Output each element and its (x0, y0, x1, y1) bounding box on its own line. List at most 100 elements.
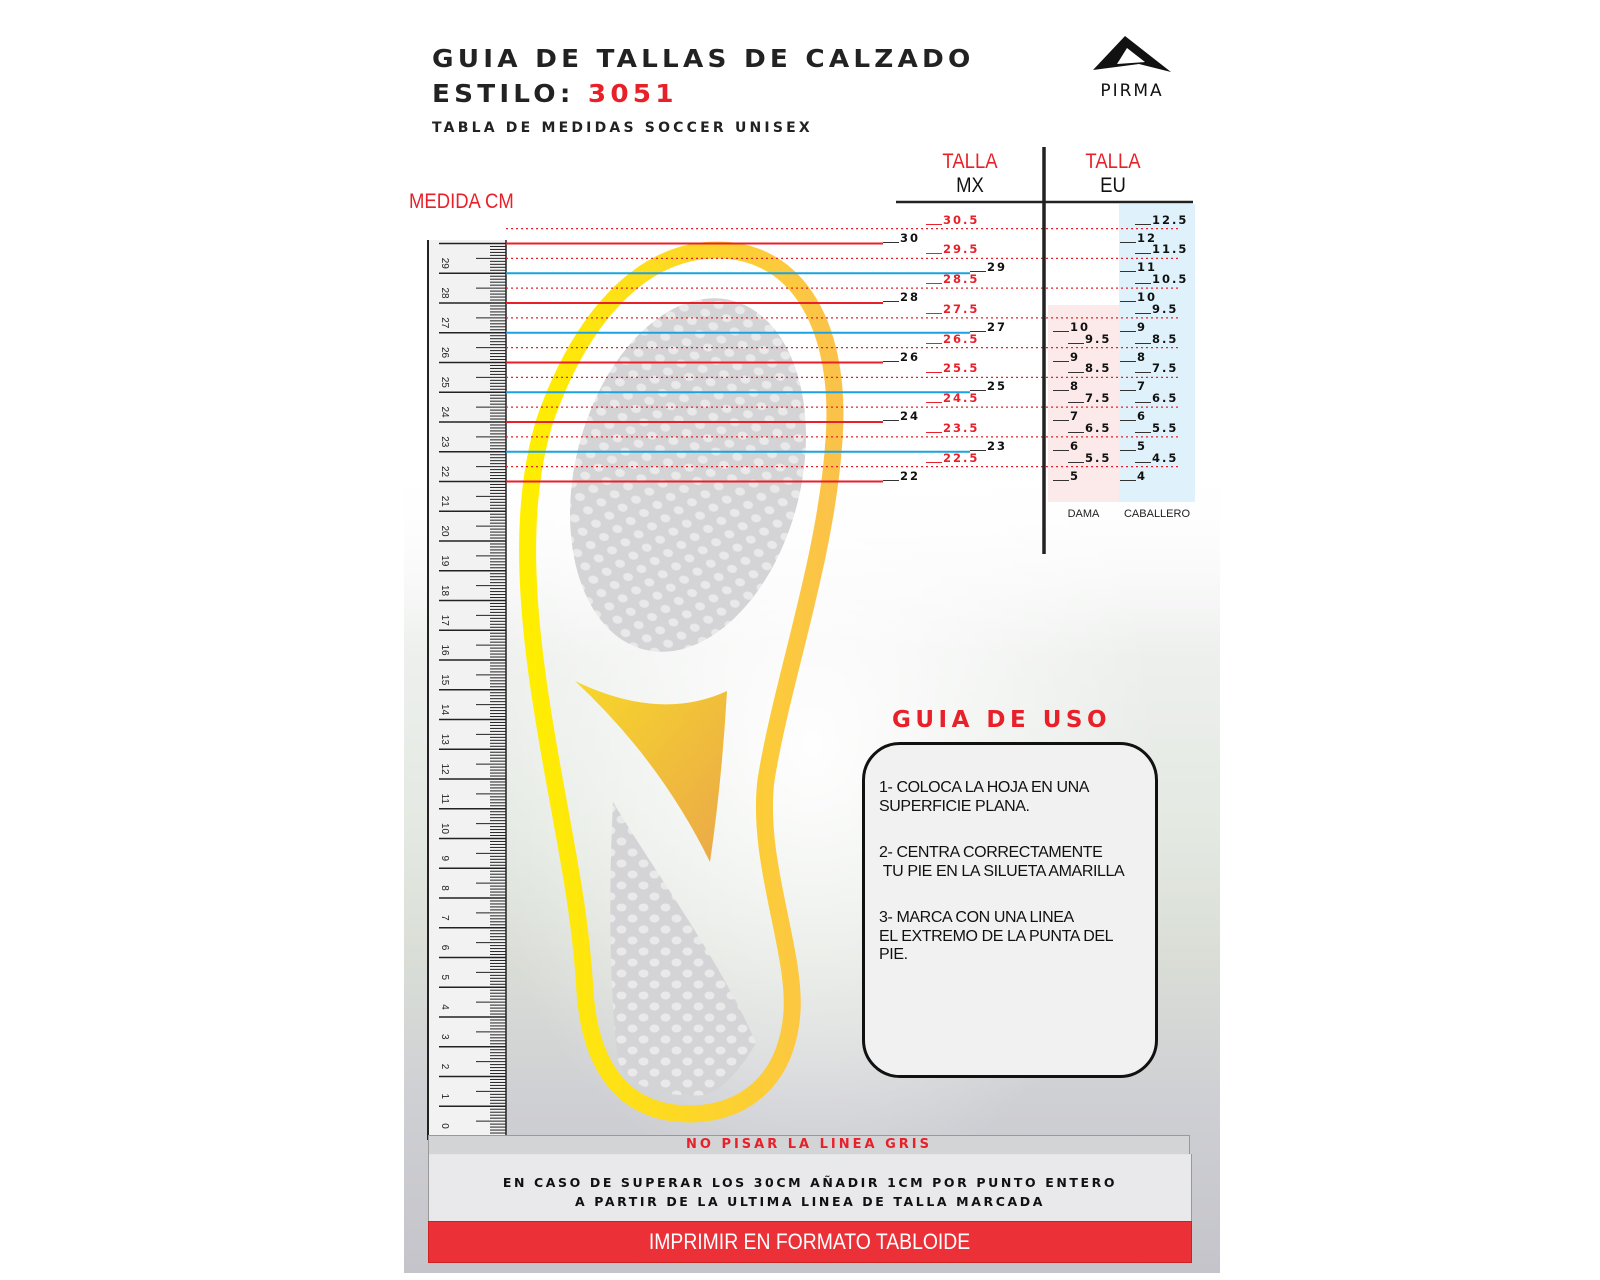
label-underscore (1135, 452, 1151, 463)
ruler-label: 5 (439, 974, 450, 980)
label-underscore (1068, 392, 1084, 404)
label-underscore (926, 362, 942, 374)
dama-size-label: 7 (1053, 410, 1080, 422)
mx-half-size-label-text: 28.5 (943, 272, 980, 287)
label-underscore (926, 303, 942, 314)
mx-size-label-text: 25 (987, 379, 1008, 394)
subtitle: TABLA DE MEDIDAS SOCCER UNISEX (432, 120, 813, 136)
dama-size-label-text: 6 (1070, 438, 1081, 453)
mx-size-label-text: 28 (900, 290, 921, 304)
ruler-label: 16 (439, 644, 450, 656)
label-underscore (1053, 351, 1069, 362)
label-underscore (1120, 380, 1136, 392)
eu-header-line1: TALLA (1085, 150, 1141, 173)
caballero-size-label: 6.5 (1135, 392, 1178, 404)
ruler-label: 26 (439, 347, 450, 359)
ruler-label: 25 (439, 377, 450, 389)
usage-step-line: 1- COLOCA LA HOJA EN UNA (879, 779, 1090, 796)
mx-half-size-label-text: 25.5 (943, 361, 980, 376)
mx-size-label-text: 22 (900, 468, 921, 483)
label-underscore (1068, 452, 1084, 463)
mx-half-size-label-text: 30.5 (943, 212, 980, 227)
ruler-label: 9 (439, 855, 450, 861)
label-underscore (926, 422, 942, 433)
caballero-size-label-text: 8.5 (1152, 331, 1179, 346)
label-underscore (1135, 273, 1151, 285)
print-instruction: IMPRIMIR EN FORMATO TABLOIDE (428, 1221, 1192, 1263)
caballero-size-label-text: 8 (1137, 349, 1148, 364)
caballero-size-label: 4 (1120, 470, 1147, 482)
mx-half-size-label-text: 23.5 (943, 420, 980, 435)
label-underscore (926, 243, 942, 255)
label-underscore (1135, 243, 1151, 255)
usage-step-line: 3- MARCA CON UNA LINEA (879, 909, 1074, 926)
usage-step: 1- COLOCA LA HOJA EN UNA SUPERFICIE PLANA… (879, 779, 1154, 816)
mx-half-size-label-text: 22.5 (943, 450, 980, 465)
label-underscore (1053, 410, 1069, 421)
ruler-label: 29 (439, 258, 450, 270)
caballero-size-label-text: 9 (1137, 319, 1148, 334)
label-underscore (1053, 321, 1069, 332)
caballero-size-label-text: 10.5 (1152, 272, 1189, 287)
ruler-label: 28 (439, 287, 450, 299)
dama-size-label-text: 7.5 (1085, 391, 1112, 406)
pirma-logo-text: PIRMA (1100, 81, 1164, 101)
foot-silhouette (519, 241, 844, 1123)
dama-size-label-text: 5.5 (1085, 450, 1112, 465)
caballero-size-label: 9 (1120, 321, 1147, 333)
forefoot-pad (570, 298, 806, 652)
caballero-column-bg (1119, 204, 1195, 502)
caballero-size-label: 11 (1120, 261, 1157, 273)
mx-size-label-text: 24 (900, 409, 921, 423)
warning-bar: NO PISAR LA LINEA GRIS (428, 1135, 1190, 1155)
ruler-label: 24 (439, 406, 450, 418)
caballero-size-label: 9.5 (1135, 303, 1178, 315)
mx-size-label-text: 23 (987, 438, 1008, 453)
ruler-label: 12 (439, 763, 450, 775)
label-underscore (1120, 232, 1136, 243)
ruler-label: 21 (439, 496, 450, 508)
mx-half-size-label: 25.5 (926, 362, 979, 374)
ruler[interactable]: 0123456789101112131415161718192021222324… (427, 240, 507, 1140)
label-underscore (1120, 261, 1136, 273)
ruler-label: 8 (439, 885, 450, 891)
caballero-size-label-text: 11.5 (1152, 242, 1189, 257)
usage-step-line: SUPERFICIE PLANA. (879, 797, 1030, 815)
dama-size-label: 5.5 (1068, 452, 1111, 464)
pirma-logo: PIRMA (1087, 34, 1177, 101)
label-underscore (926, 333, 942, 344)
label-underscore (1120, 410, 1136, 421)
caballero-size-label-text: 6 (1137, 409, 1148, 423)
caballero-size-label-text: 5 (1137, 438, 1148, 453)
dama-size-label-text: 8 (1070, 379, 1081, 394)
mx-header-line1: TALLA (942, 150, 998, 173)
dama-size-label: 5 (1053, 470, 1080, 482)
dama-size-label-text: 6.5 (1085, 420, 1112, 435)
caballero-size-label: 7 (1120, 380, 1147, 392)
ruler-label: 2 (439, 1064, 450, 1070)
ruler-label: 22 (439, 466, 450, 478)
label-underscore (1068, 333, 1084, 344)
caballero-size-label: 10 (1120, 291, 1157, 303)
mx-size-label-text: 29 (987, 260, 1008, 275)
label-underscore (1120, 440, 1136, 451)
mx-half-size-label: 24.5 (926, 392, 979, 404)
mx-half-size-label-text: 27.5 (943, 301, 980, 316)
mx-size-label: 26 (883, 351, 920, 363)
mx-size-label: 29 (970, 261, 1007, 273)
usage-box: 1- COLOCA LA HOJA EN UNA SUPERFICIE PLANA… (862, 742, 1158, 1078)
ruler-label: 19 (439, 555, 450, 567)
mx-size-label: 23 (970, 440, 1007, 452)
dama-size-label: 10 (1053, 321, 1090, 333)
mx-size-label-text: 30 (900, 230, 921, 245)
caballero-label: CABALLERO (1123, 508, 1191, 520)
ruler-label: 10 (439, 823, 450, 835)
mx-half-size-label: 28.5 (926, 273, 979, 285)
label-underscore (1120, 291, 1136, 302)
ruler-label: 23 (439, 436, 450, 448)
label-underscore (883, 470, 899, 481)
mx-half-size-label-text: 26.5 (943, 331, 980, 346)
mx-size-label: 27 (970, 321, 1007, 333)
dama-label: DAMA (1067, 508, 1100, 520)
dama-size-label: 7.5 (1068, 392, 1111, 404)
